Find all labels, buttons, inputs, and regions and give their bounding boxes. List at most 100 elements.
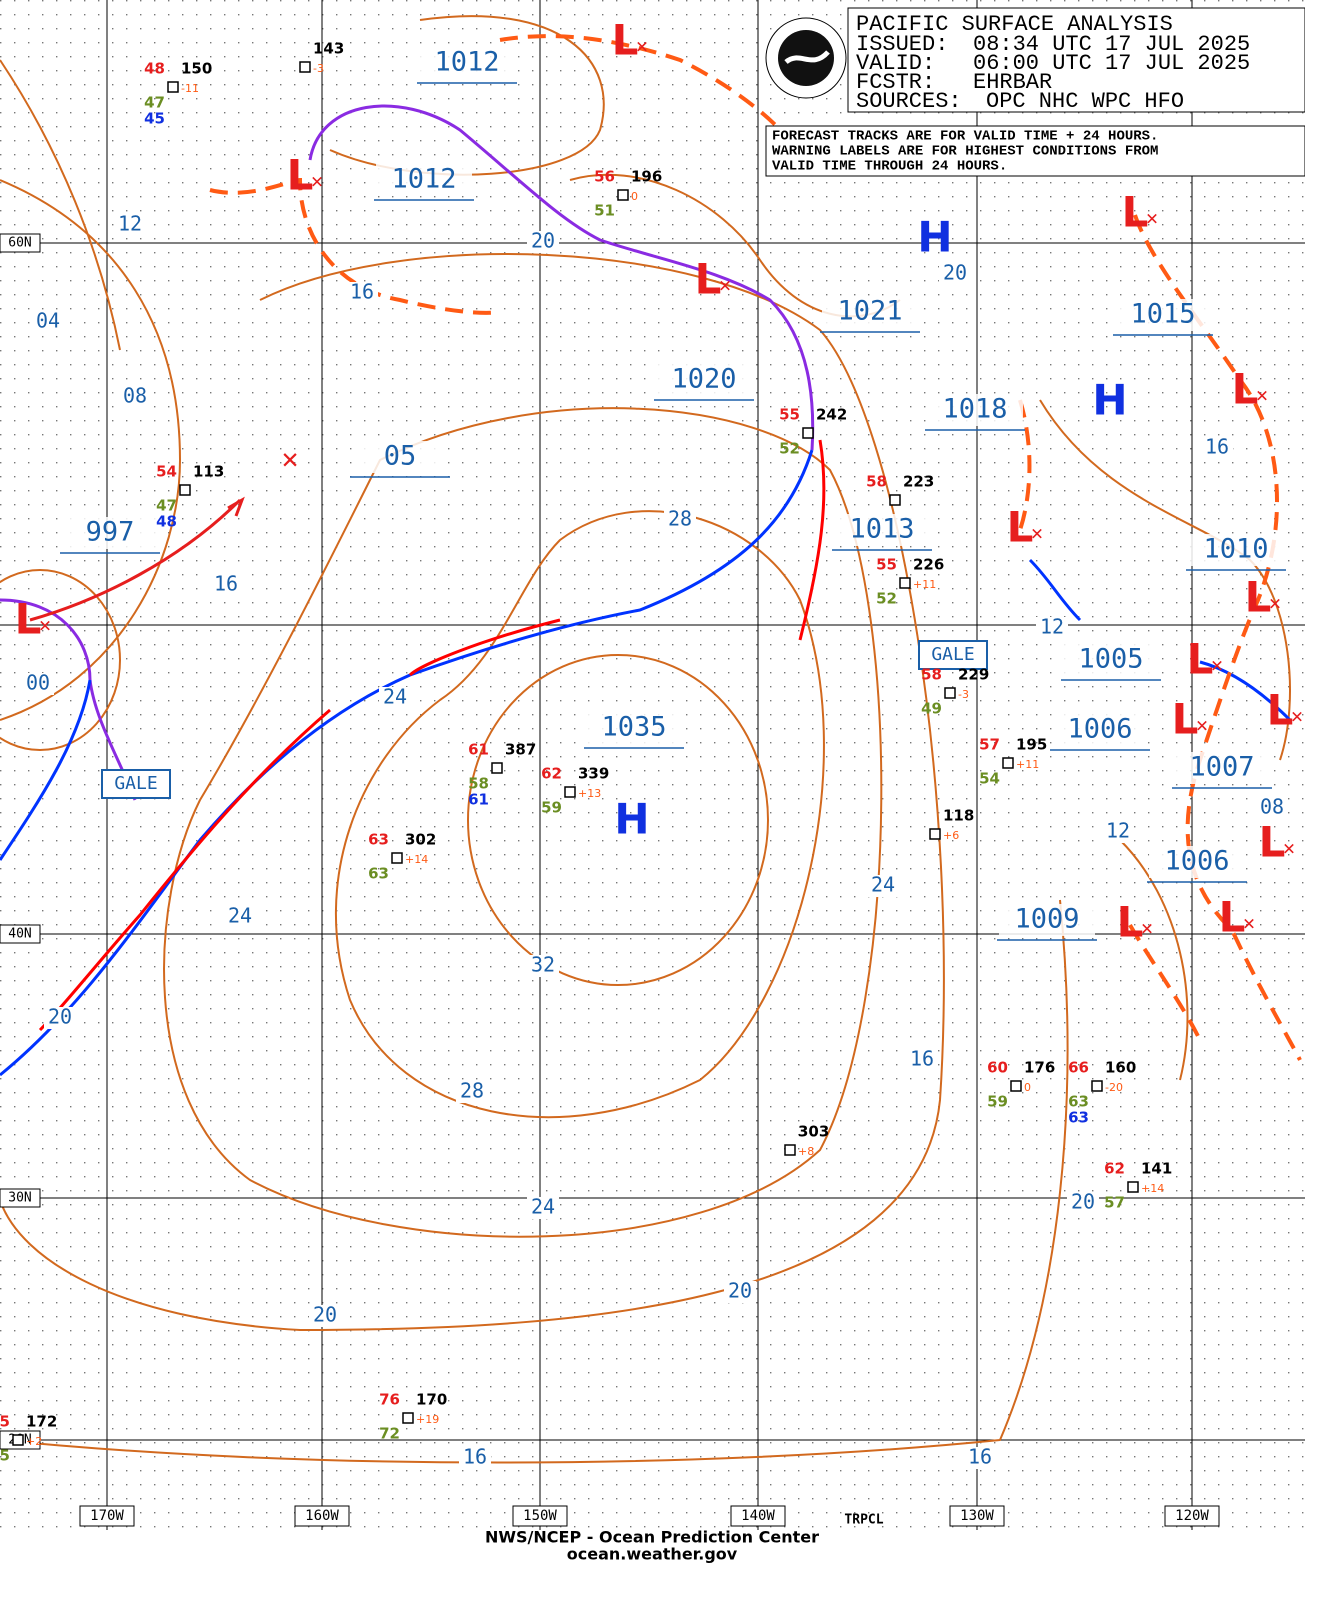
- lat-label: 60N: [8, 236, 31, 251]
- station-temp: 58: [921, 666, 942, 684]
- station-marker: [299, 61, 311, 73]
- station-pressure: 170: [416, 1391, 447, 1409]
- pressure-center: L: [1259, 818, 1286, 867]
- lon-label: 120W: [1175, 1508, 1209, 1524]
- pressure-center: L: [1172, 695, 1199, 744]
- station-marker: [12, 1434, 24, 1446]
- station-sst: 61: [468, 791, 489, 809]
- lon-label: 160W: [305, 1508, 339, 1524]
- label-bg: [1256, 797, 1288, 819]
- station-pressure: 387: [505, 741, 536, 759]
- pressure-label: 1012: [434, 47, 499, 78]
- center-x: ✕: [39, 613, 51, 637]
- label-bg: [586, 712, 682, 744]
- station-temp: 62: [541, 765, 562, 783]
- isobar-label: 24: [871, 873, 895, 897]
- label-bg: [527, 955, 559, 977]
- station-pressure: 150: [181, 60, 212, 78]
- forecast-position: ✕: [282, 442, 299, 475]
- isobar-label: 16: [463, 1445, 487, 1469]
- station-pressure: 226: [913, 556, 944, 574]
- station-pressure: 242: [816, 406, 847, 424]
- label-bg: [822, 296, 918, 328]
- label-bg: [376, 164, 472, 196]
- isobar-label: 04: [36, 309, 60, 333]
- station-sst: 63: [1068, 1109, 1089, 1127]
- label-bg: [906, 1049, 938, 1071]
- station-pressure: 303: [798, 1123, 829, 1141]
- station-temp: 60: [987, 1059, 1008, 1077]
- isobar-label: 24: [383, 685, 407, 709]
- label-bg: [1102, 821, 1134, 843]
- station-dew: 49: [921, 700, 942, 718]
- pressure-center: L: [1245, 573, 1272, 622]
- label-bg: [527, 231, 559, 253]
- center-x: ✕: [1291, 704, 1303, 728]
- pressure-center: L: [1007, 503, 1034, 552]
- station-temp: 55: [876, 556, 897, 574]
- fronts: [0, 104, 1292, 1077]
- station-tendency: -3: [313, 62, 324, 75]
- label-bg: [309, 1305, 341, 1327]
- station-dew: 54: [979, 770, 1000, 788]
- lon-label: 150W: [523, 1508, 557, 1524]
- center-x: ✕: [1031, 521, 1043, 545]
- station-pressure: 113: [193, 463, 224, 481]
- center-x: ✕: [1256, 383, 1268, 407]
- isobar-label: 16: [910, 1047, 934, 1071]
- notice-box: [765, 125, 1306, 177]
- lon-box: [949, 1505, 1005, 1527]
- isobar-label: 20: [728, 1279, 752, 1303]
- label-bg: [210, 574, 242, 596]
- station-tendency: +19: [416, 1413, 439, 1426]
- isobar-label: 16: [1205, 435, 1229, 459]
- label-bg: [419, 47, 515, 79]
- station-dew: 63: [1068, 1093, 1089, 1111]
- station-temp: 62: [1104, 1160, 1125, 1178]
- pressure-center: L: [695, 255, 722, 304]
- pressure-label: 1020: [671, 364, 736, 395]
- lon-box: [79, 1505, 135, 1527]
- pressure-label: 1021: [837, 296, 902, 327]
- isobar-label: 32: [531, 953, 555, 977]
- track-arrow: [29, 498, 242, 622]
- station-temp: 61: [468, 741, 489, 759]
- isobar-label: 20: [1071, 1190, 1095, 1214]
- isobar-label: 00: [26, 671, 50, 695]
- station-dew: 63: [368, 865, 389, 883]
- label-bg: [1063, 644, 1159, 676]
- station-marker: [784, 1144, 796, 1156]
- station-dew: 51: [594, 202, 615, 220]
- pressure-center: L: [15, 595, 42, 644]
- label-bg: [62, 517, 158, 549]
- pressure-center: L: [1122, 188, 1149, 237]
- isobar-label: 28: [668, 507, 692, 531]
- header-title: PACIFIC SURFACE ANALYSIS: [856, 12, 1173, 37]
- center-x: ✕: [1211, 653, 1223, 677]
- station-marker: [899, 577, 911, 589]
- header-label: FCSTR:: [856, 70, 935, 95]
- station-pressure: 143: [313, 40, 344, 58]
- label-bg: [724, 1281, 756, 1303]
- pressure-label: 1006: [1067, 714, 1132, 745]
- station-marker: [491, 762, 503, 774]
- pressure-center: L: [1117, 898, 1144, 947]
- dot-grid: [0, 0, 1305, 1530]
- center-x: ✕: [636, 34, 648, 58]
- station-pressure: 141: [1141, 1160, 1172, 1178]
- station-pressure: 229: [958, 666, 989, 684]
- pressure-label: 1035: [601, 712, 666, 743]
- pressure-label: 1012: [391, 164, 456, 195]
- lon-box: [730, 1505, 786, 1527]
- warning-label: GALE: [114, 773, 157, 794]
- station-tendency: +6: [943, 829, 959, 842]
- station-tendency: +8: [798, 1145, 814, 1158]
- label-bg: [656, 364, 752, 396]
- pressure-label: 1009: [1014, 904, 1079, 935]
- header-value: EHRBAR: [973, 70, 1052, 95]
- station-temp: 56: [594, 168, 615, 186]
- station-tendency: +11: [1016, 758, 1039, 771]
- station-pressure: 176: [1024, 1059, 1055, 1077]
- station-pressure: 223: [903, 473, 934, 491]
